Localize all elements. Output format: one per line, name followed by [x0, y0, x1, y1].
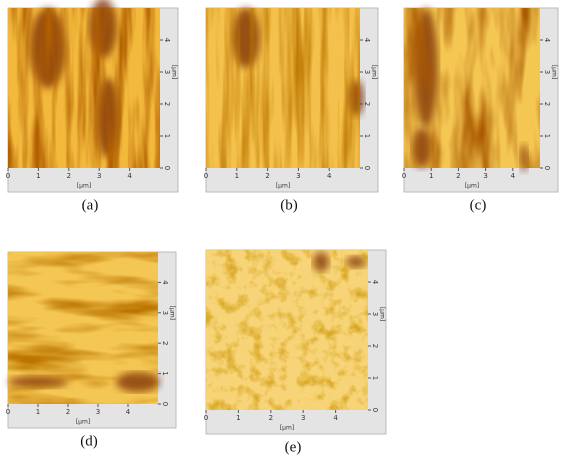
x-tick-label: 4	[126, 408, 131, 416]
x-tick-label: 1	[36, 172, 40, 180]
x-unit: [µm]	[276, 183, 290, 190]
y-tick-label: 4	[163, 38, 171, 43]
y-tick-label: 3	[371, 312, 379, 316]
panel-label: (e)	[285, 439, 302, 455]
afm-panel: 0 1 2 3 4 [µm] 0 1 2 3 4 [µm] (b)	[204, 8, 378, 213]
y-tick-label: 2	[163, 102, 171, 106]
panel-label: (c)	[470, 197, 487, 213]
afm-panel: 0 1 2 3 4 [µm] 0 1 2 3 4 [µm] (d)	[6, 252, 176, 449]
x-unit: [µm]	[76, 419, 90, 426]
y-tick-label: 1	[161, 371, 169, 375]
afm-texture	[206, 8, 360, 168]
panel-label: (d)	[80, 433, 98, 449]
y-tick-label: 0	[543, 166, 551, 170]
y-unit: [µm]	[371, 65, 378, 79]
y-tick-label: 1	[543, 134, 551, 138]
x-unit: [µm]	[77, 183, 91, 190]
x-tick-label: 4	[511, 172, 516, 180]
x-unit: [µm]	[465, 183, 479, 190]
y-tick-label: 2	[371, 344, 379, 348]
x-tick-label: 3	[96, 408, 100, 416]
afm-panel: 0 1 2 3 4 [µm] 0 1 2 3 4 [µm] (e)	[204, 250, 386, 455]
y-tick-label: 3	[161, 311, 169, 315]
y-tick-label: 1	[371, 376, 379, 380]
y-tick-label: 2	[363, 102, 371, 106]
x-tick-label: 3	[301, 414, 305, 422]
x-tick-label: 0	[204, 172, 208, 180]
afm-panel: 0 1 2 3 4 [µm] 0 1 2 3 4 [µm] (a)	[6, 0, 178, 213]
y-tick-label: 4	[543, 38, 551, 43]
x-tick-label: 1	[429, 172, 433, 180]
y-tick-label: 2	[543, 102, 551, 106]
y-tick-label: 4	[371, 280, 379, 285]
y-unit: [µm]	[169, 306, 176, 320]
x-tick-label: 4	[333, 414, 338, 422]
afm-texture	[8, 252, 158, 404]
y-unit: [µm]	[171, 65, 178, 79]
y-unit: [µm]	[551, 65, 558, 79]
afm-texture	[404, 8, 540, 168]
figure: 0 1 2 3 4 [µm] 0 1 2 3 4 [µm] (a) 0 1 2 3 4 [µm] 0 1 2 3 4 [µm] (…	[0, 0, 569, 455]
x-tick-label: 0	[6, 172, 10, 180]
y-tick-label: 1	[363, 134, 371, 138]
x-tick-label: 0	[402, 172, 406, 180]
y-tick-label: 3	[363, 70, 371, 74]
x-tick-label: 2	[456, 172, 460, 180]
x-tick-label: 0	[6, 408, 10, 416]
afm-panel: 0 1 2 3 4 [µm] 0 1 2 3 4 [µm] (c)	[402, 8, 558, 213]
x-tick-label: 2	[269, 414, 273, 422]
y-tick-label: 1	[163, 134, 171, 138]
x-tick-label: 2	[265, 172, 269, 180]
x-tick-label: 4	[327, 172, 332, 180]
afm-texture	[8, 8, 160, 168]
x-tick-label: 0	[204, 414, 208, 422]
y-unit: [µm]	[379, 307, 386, 321]
y-tick-label: 3	[543, 70, 551, 74]
y-tick-label: 4	[161, 280, 169, 285]
x-tick-label: 1	[236, 414, 240, 422]
x-unit: [µm]	[280, 425, 294, 432]
y-tick-label: 0	[371, 408, 379, 412]
y-tick-label: 0	[363, 166, 371, 170]
x-tick-label: 1	[36, 408, 40, 416]
y-tick-label: 0	[163, 166, 171, 170]
x-tick-label: 1	[235, 172, 239, 180]
panel-label: (a)	[82, 197, 99, 213]
x-tick-label: 3	[97, 172, 101, 180]
x-tick-label: 3	[296, 172, 300, 180]
afm-texture	[206, 250, 368, 410]
x-tick-label: 2	[67, 172, 71, 180]
panel-label: (b)	[280, 197, 298, 213]
x-tick-label: 3	[483, 172, 487, 180]
x-tick-label: 2	[66, 408, 70, 416]
x-tick-label: 4	[127, 172, 132, 180]
y-tick-label: 3	[163, 70, 171, 74]
y-tick-label: 2	[161, 341, 169, 345]
y-tick-label: 0	[161, 402, 169, 406]
y-tick-label: 4	[363, 38, 371, 43]
